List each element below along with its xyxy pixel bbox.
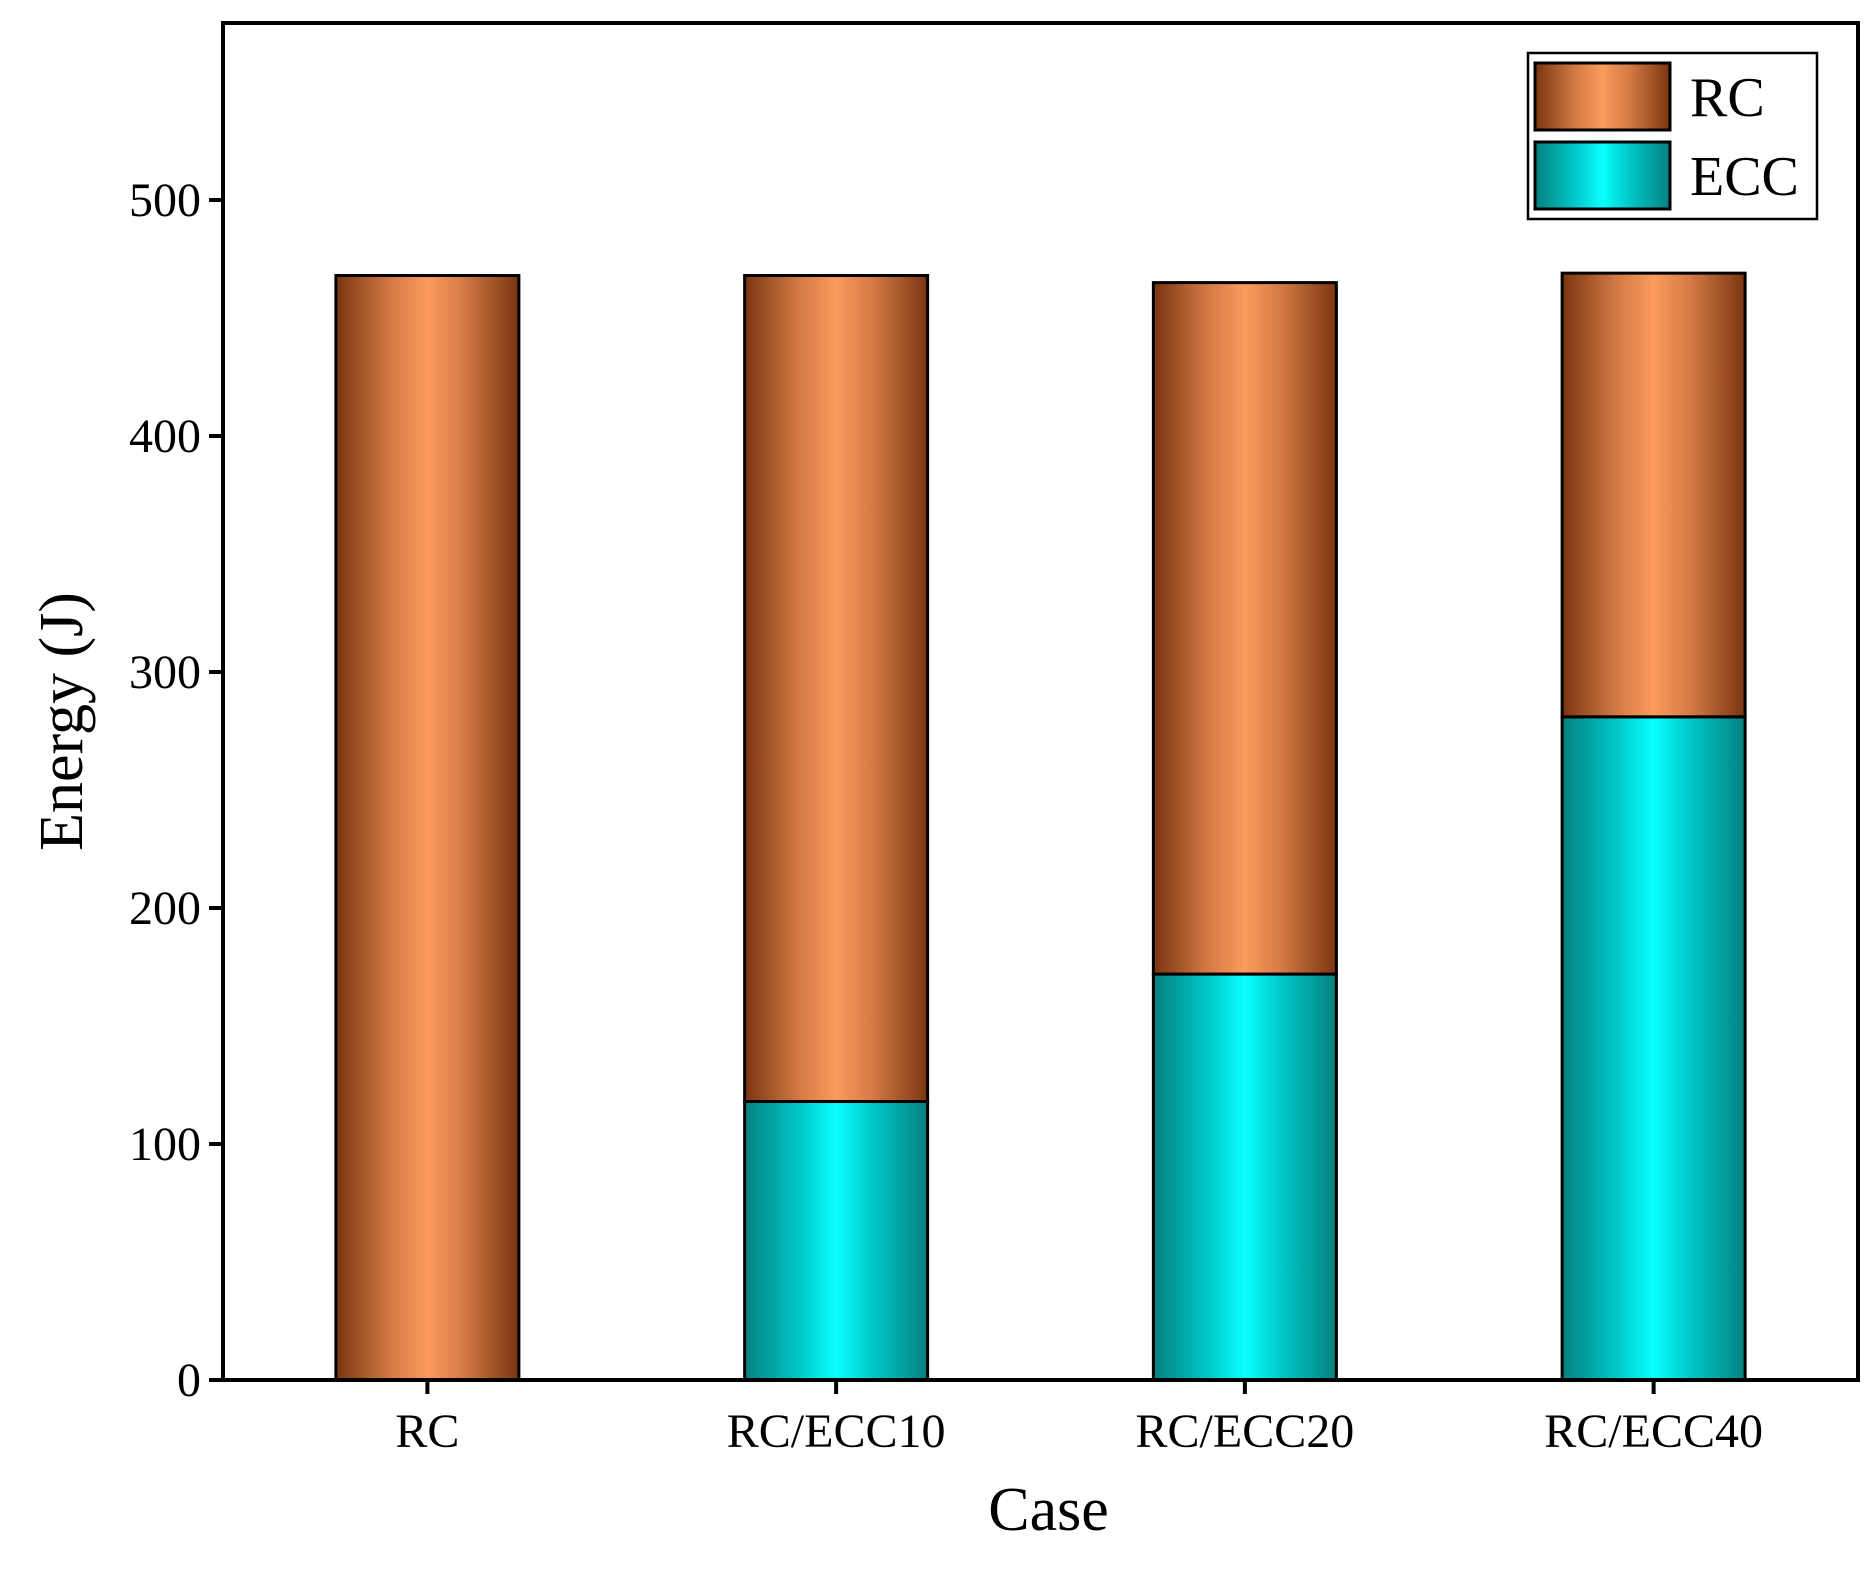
y-tick-label: 500 (129, 174, 201, 227)
legend-swatch-ecc (1533, 140, 1672, 211)
bar-rc-rc-ecc20 (1151, 281, 1338, 976)
x-tick-label: RC/ECC20 (1136, 1405, 1355, 1458)
plot-frame (221, 21, 1860, 1382)
bar-ecc-rc-ecc20 (1151, 972, 1338, 1382)
y-axis: 0 100 200 300 400 500 (129, 174, 223, 1407)
y-tick-label: 0 (177, 1354, 201, 1407)
bar-rc-rc-ecc40 (1560, 271, 1747, 719)
bar-ecc-rc-ecc10 (743, 1100, 930, 1382)
bar-rc-rc-ecc10 (743, 274, 930, 1104)
legend-swatch-rc (1533, 61, 1672, 132)
x-tick-label: RC/ECC10 (727, 1405, 946, 1458)
x-axis: RC RC/ECC10 RC/ECC20 RC/ECC40 (395, 1380, 1763, 1458)
x-tick-label: RC/ECC40 (1544, 1405, 1763, 1458)
y-tick-label: 200 (129, 882, 201, 935)
y-tick-label: 400 (129, 410, 201, 463)
legend: RC ECC (1526, 51, 1819, 221)
y-tick-label: 100 (129, 1118, 201, 1171)
legend-label-rc: RC (1690, 67, 1765, 129)
x-tick-label: RC (395, 1405, 459, 1458)
bar-rc-rc (334, 274, 521, 1382)
bar-ecc-rc-ecc40 (1560, 715, 1747, 1382)
x-axis-title: Case (988, 1476, 1109, 1544)
y-axis-title: Energy (J) (28, 592, 96, 851)
legend-label-ecc: ECC (1690, 146, 1799, 208)
y-tick-label: 300 (129, 646, 201, 699)
bars-layer (334, 271, 1747, 1382)
